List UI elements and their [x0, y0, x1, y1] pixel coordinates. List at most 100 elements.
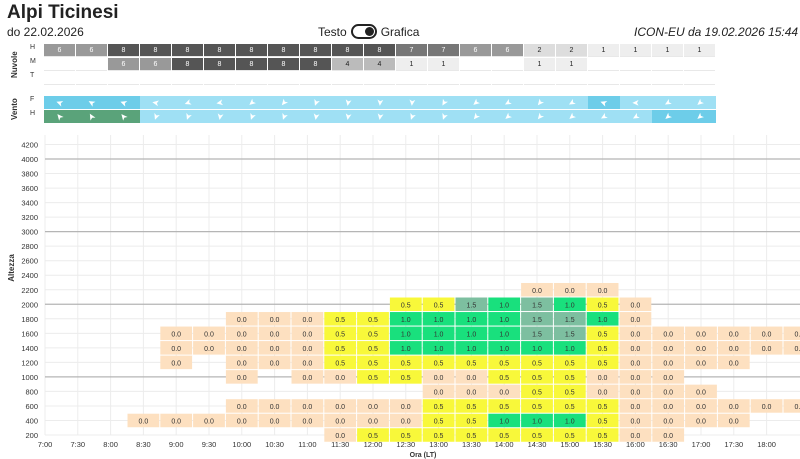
cell-value-label: 0.5 — [401, 360, 411, 367]
heat-cell — [357, 341, 389, 355]
x-tick-label: 10:00 — [232, 440, 251, 449]
cell-value-label: 0.5 — [401, 433, 411, 440]
wind-cell: ➤ — [332, 110, 364, 123]
heat-cell — [619, 341, 652, 355]
cell-value-label: 0.0 — [631, 404, 641, 411]
cell-value-label: 0.0 — [729, 404, 739, 411]
cell-value-label: 0.0 — [729, 418, 739, 425]
cell-value-label: 0.0 — [270, 317, 280, 324]
cell-value-label: 0.0 — [696, 346, 706, 353]
heat-cell — [586, 413, 619, 428]
cell-value-label: 1.0 — [499, 317, 509, 324]
cell-value-label: 0.5 — [598, 418, 608, 425]
cell-value-label: 0.5 — [532, 375, 542, 382]
cell-value-label: 1.5 — [565, 317, 575, 324]
y-tick-label: 400 — [25, 416, 38, 425]
cell-value-label: 0.5 — [532, 433, 542, 440]
cell-value-label: 0.5 — [467, 404, 477, 411]
wind-cell: ➤ — [588, 110, 620, 123]
cloud-cell — [236, 72, 267, 85]
cloud-cell: 1 — [428, 58, 459, 71]
heat-cell — [357, 399, 389, 413]
view-toggle: Testo Grafica — [318, 24, 419, 39]
cell-value-label: 1.0 — [532, 418, 542, 425]
cloud-cell: 1 — [652, 44, 683, 57]
heat-cell — [324, 370, 357, 384]
cell-value-label: 0.5 — [401, 302, 411, 309]
heat-cell — [783, 326, 800, 341]
cell-value-label: 0.0 — [631, 331, 641, 338]
x-tick-label: 14:00 — [495, 440, 514, 449]
wind-cell: ➤ — [236, 96, 268, 109]
x-tick-label: 11:00 — [298, 440, 316, 449]
wind-cell: ➤ — [364, 96, 396, 109]
heat-cell — [389, 428, 422, 442]
heat-cell — [455, 341, 488, 355]
heat-cell — [324, 326, 357, 341]
model-run: ICON-EU da 19.02.2026 15:44 UTC — [634, 25, 800, 39]
cell-value-label: 1.0 — [401, 346, 411, 353]
cell-value-label: 0.0 — [598, 288, 608, 295]
cell-value-label: 0.0 — [270, 404, 280, 411]
cell-value-label: 0.5 — [434, 302, 444, 309]
heat-cell — [389, 399, 422, 413]
cell-value-label: 0.5 — [598, 360, 608, 367]
heat-cell — [488, 413, 521, 428]
cell-value-label: 0.0 — [434, 389, 444, 396]
cloud-cell: 8 — [364, 44, 395, 57]
cloud-cell — [44, 58, 75, 71]
heat-cell — [750, 326, 783, 341]
cell-value-label: 0.5 — [598, 302, 608, 309]
cloud-cell — [396, 72, 427, 85]
cloud-cell: 1 — [396, 58, 427, 71]
cell-value-label: 0.0 — [631, 375, 641, 382]
wind-cell: ➤ — [108, 96, 140, 109]
cloud-cell — [76, 72, 107, 85]
y-tick-label: 2400 — [21, 271, 38, 280]
y-tick-label: 1400 — [21, 344, 38, 353]
cloud-cell: 7 — [396, 44, 427, 57]
wind-cell: ➤ — [620, 110, 652, 123]
cell-value-label: 0.0 — [368, 418, 378, 425]
cell-value-label: 0.0 — [303, 418, 313, 425]
cell-value-label: 0.0 — [696, 331, 706, 338]
heat-cell — [652, 341, 685, 355]
cloud-cell — [588, 72, 619, 85]
cell-value-label: 0.0 — [663, 404, 673, 411]
cell-value-label: 0.5 — [434, 418, 444, 425]
wind-cell: ➤ — [684, 96, 716, 109]
heat-cell — [553, 326, 586, 341]
cloud-cell: 8 — [332, 44, 363, 57]
heat-cell — [357, 370, 389, 384]
cell-value-label: 0.0 — [631, 360, 641, 367]
heat-cell — [586, 355, 619, 370]
heat-cell — [685, 399, 717, 413]
heat-cell — [389, 370, 422, 384]
y-tick-label: 1600 — [21, 329, 38, 338]
cell-value-label: 0.5 — [467, 418, 477, 425]
cloud-cell: 8 — [236, 44, 267, 57]
cell-value-label: 0.0 — [663, 346, 673, 353]
wind-cell: ➤ — [268, 110, 300, 123]
x-tick-label: 15:30 — [593, 440, 612, 449]
cloud-cell — [492, 72, 523, 85]
wind-cell: ➤ — [332, 96, 364, 109]
x-tick-label: 16:00 — [626, 440, 645, 449]
heat-cell — [357, 428, 389, 442]
wind-cell: ➤ — [556, 96, 588, 109]
y-tick-label: 1000 — [21, 373, 38, 382]
heat-cell — [160, 413, 193, 428]
heat-cell — [619, 297, 652, 312]
cloud-cell — [364, 72, 395, 85]
view-switch[interactable] — [350, 24, 377, 39]
cell-value-label: 0.0 — [335, 433, 345, 440]
cloud-cell — [44, 72, 75, 85]
cloud-cell — [492, 58, 523, 71]
x-tick-label: 8:30 — [136, 440, 151, 449]
x-tick-label: 7:00 — [38, 440, 53, 449]
x-tick-label: 7:30 — [70, 440, 85, 449]
y-tick-label: 4200 — [21, 141, 38, 150]
page-title: Alpi Ticinesi — [7, 2, 119, 23]
heat-cell — [488, 326, 521, 341]
